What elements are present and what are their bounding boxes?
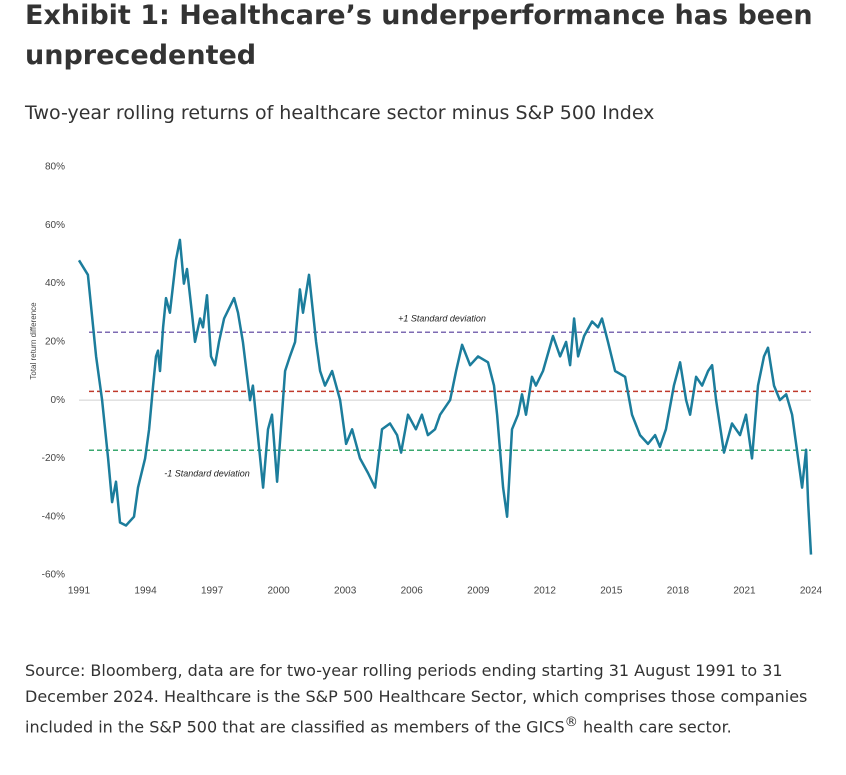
registered-mark: ® — [564, 715, 578, 730]
subtitle: Two-year rolling returns of healthcare s… — [25, 102, 655, 124]
source-tail: health care sector. — [577, 717, 732, 737]
x-tick-label: 2015 — [600, 586, 623, 597]
x-tick-label: 2009 — [467, 586, 490, 597]
x-tick-label: 2018 — [667, 586, 690, 597]
y-tick-label: 60% — [45, 220, 65, 231]
chart: -60% -40% -20% 0% 20% 40% 60% 80% 1991 1994 1997 20… — [29, 162, 823, 597]
y-axis-label: Total return difference — [29, 302, 38, 380]
x-tick-label: 2006 — [401, 586, 424, 597]
y-tick-label: -20% — [42, 453, 65, 464]
x-tick-label: 2012 — [534, 586, 557, 597]
x-tick-label: 2003 — [334, 586, 357, 597]
x-tick-label: 2021 — [733, 586, 756, 597]
x-tick-label: 1997 — [201, 586, 224, 597]
y-tick-label: 40% — [45, 278, 65, 289]
x-tick-label: 1991 — [68, 586, 91, 597]
y-tick-label: -40% — [42, 511, 65, 522]
reference-label: +1 Standard deviation — [398, 314, 486, 324]
y-tick-label: -60% — [42, 570, 65, 581]
x-tick-label: 2024 — [800, 586, 823, 597]
x-tick-label: 1994 — [134, 586, 157, 597]
source-text: Source: Bloomberg, data are for two-year… — [25, 661, 808, 737]
y-tick-label: 20% — [45, 336, 65, 347]
y-tick-label: 0% — [51, 395, 66, 406]
title: Exhibit 1: Healthcare’s underperformance… — [25, 0, 813, 71]
x-tick-label: 2000 — [268, 586, 291, 597]
reference-label: -1 Standard deviation — [164, 469, 250, 479]
source-note: Source: Bloomberg, data are for two-year… — [25, 658, 825, 740]
series-line — [77, 238, 813, 555]
y-tick-label: 80% — [45, 162, 65, 173]
